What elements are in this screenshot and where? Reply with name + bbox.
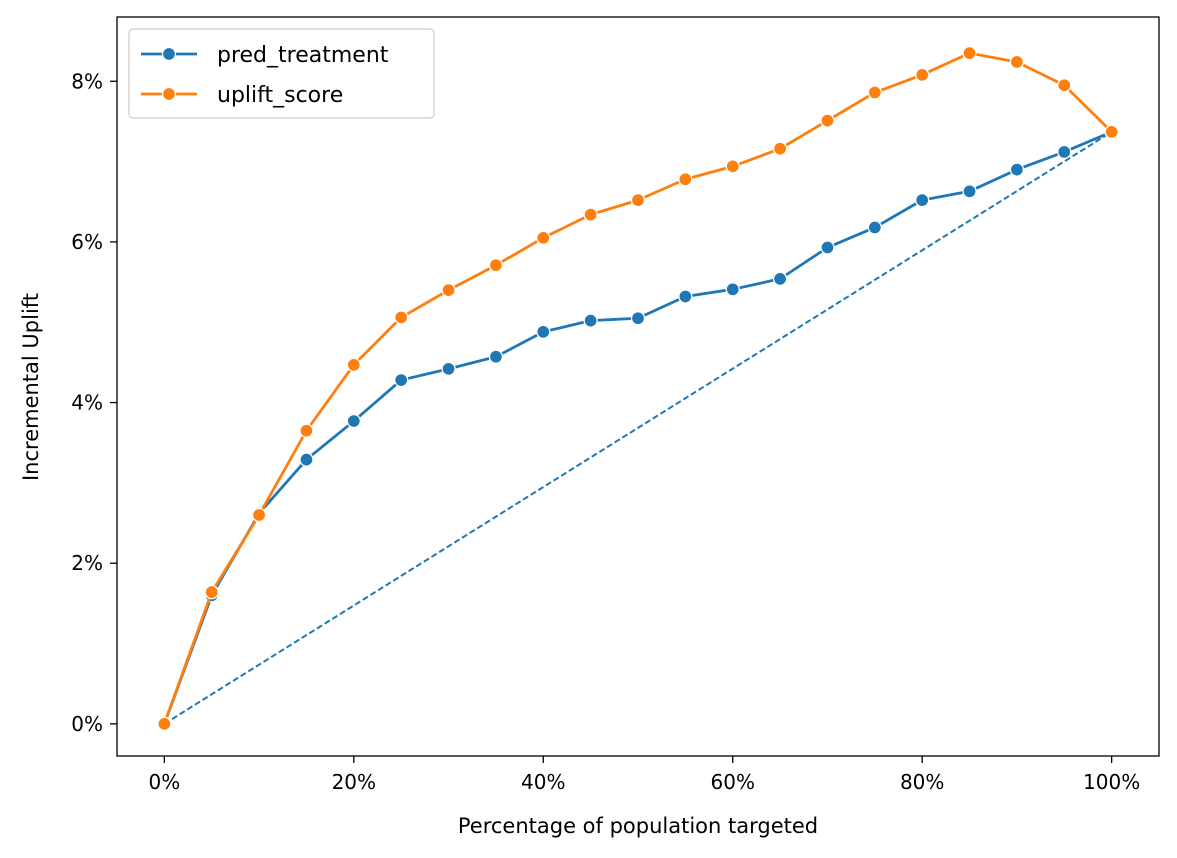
x-tick-label: 0% — [148, 770, 180, 794]
legend-label-pred_treatment: pred_treatment — [217, 43, 389, 68]
legend: pred_treatment uplift_score — [128, 28, 435, 119]
data-point-pred_treatment-11 — [678, 289, 693, 304]
data-point-uplift_score-20 — [1104, 124, 1119, 140]
plot-area — [117, 17, 1159, 756]
plot-frame — [116, 16, 1160, 757]
data-point-pred_treatment-6 — [441, 361, 456, 376]
data-point-uplift_score-6 — [441, 282, 456, 298]
data-point-uplift_score-12 — [725, 159, 740, 174]
x-tick-label: 80% — [900, 770, 944, 794]
data-point-pred_treatment-17 — [962, 184, 977, 199]
data-point-uplift_score-17 — [962, 45, 977, 61]
x-axis-label: Percentage of population targeted — [458, 814, 818, 838]
data-point-pred_treatment-16 — [915, 192, 930, 208]
data-point-pred_treatment-3 — [299, 452, 314, 467]
data-point-uplift_score-14 — [820, 113, 835, 128]
data-point-uplift_score-2 — [251, 507, 267, 523]
data-point-uplift_score-16 — [915, 67, 930, 82]
y-tick-label: 6% — [71, 230, 103, 254]
data-point-uplift_score-3 — [299, 423, 314, 438]
data-point-pred_treatment-4 — [346, 413, 361, 429]
data-point-uplift_score-5 — [394, 310, 409, 325]
y-axis-ticks: 0% 2% 4% 6% 8% — [71, 69, 117, 736]
data-point-uplift_score-8 — [536, 230, 551, 246]
y-axis-label: Incremental Uplift — [19, 293, 43, 481]
data-point-uplift_score-1 — [204, 584, 219, 600]
data-point-uplift_score-0 — [157, 716, 172, 732]
data-point-uplift_score-18 — [1009, 54, 1025, 70]
x-tick-label: 40% — [521, 770, 565, 794]
data-point-pred_treatment-10 — [630, 311, 646, 326]
y-tick-label: 2% — [71, 551, 103, 575]
y-tick-label: 4% — [71, 391, 103, 415]
x-tick-label: 100% — [1083, 770, 1140, 794]
legend-marker-pred_treatment — [161, 46, 177, 62]
x-tick-label: 20% — [332, 770, 376, 794]
data-point-uplift_score-19 — [1057, 78, 1072, 93]
legend-box — [128, 28, 435, 119]
data-point-pred_treatment-7 — [488, 349, 504, 364]
x-axis-ticks: 0% 20% 40% 60% 80% 100% — [148, 756, 1140, 794]
data-point-pred_treatment-18 — [1009, 162, 1025, 177]
data-point-pred_treatment-14 — [820, 240, 835, 255]
data-point-uplift_score-7 — [488, 258, 504, 273]
data-point-uplift_score-4 — [346, 357, 361, 372]
data-point-pred_treatment-5 — [394, 372, 409, 388]
data-point-uplift_score-9 — [583, 207, 598, 222]
legend-label-uplift_score: uplift_score — [217, 83, 343, 108]
series-layer — [157, 45, 1119, 732]
data-point-uplift_score-10 — [630, 192, 646, 208]
data-point-uplift_score-11 — [678, 172, 693, 187]
y-tick-label: 0% — [71, 712, 103, 736]
data-point-pred_treatment-12 — [725, 282, 740, 297]
data-point-pred_treatment-19 — [1057, 144, 1072, 160]
data-point-pred_treatment-9 — [583, 313, 598, 328]
data-point-uplift_score-15 — [867, 85, 882, 100]
data-point-pred_treatment-13 — [772, 271, 788, 287]
x-tick-label: 60% — [711, 770, 755, 794]
data-point-pred_treatment-15 — [867, 220, 882, 235]
data-point-pred_treatment-8 — [536, 324, 551, 340]
legend-marker-uplift_score — [161, 86, 177, 102]
data-point-uplift_score-13 — [772, 141, 788, 156]
y-tick-label: 8% — [71, 69, 103, 93]
baseline-dashed-line — [163, 131, 1113, 725]
